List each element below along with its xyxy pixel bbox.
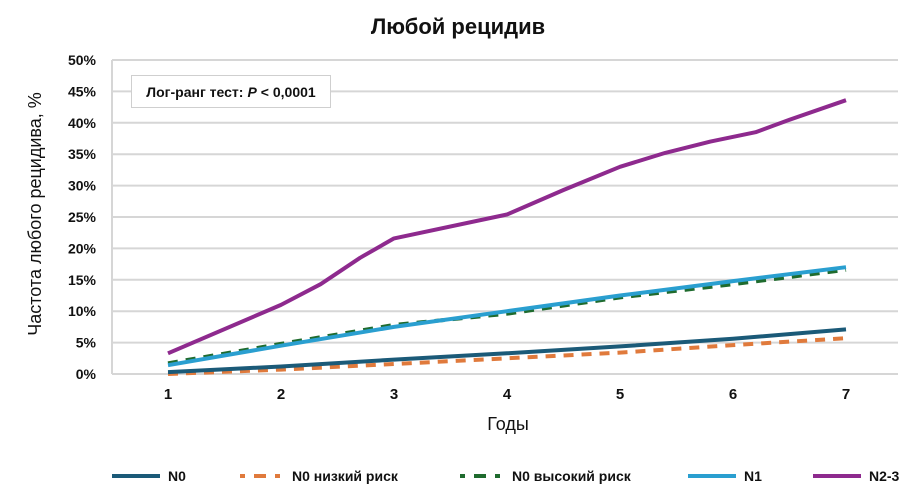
y-tick-label: 30% (68, 178, 97, 194)
y-tick-label: 45% (68, 83, 97, 99)
legend-item: N2-3 (813, 468, 899, 484)
x-tick-label: 1 (164, 386, 172, 403)
legend-swatch-icon (460, 474, 504, 478)
y-axis-label: Частота любого рецидива, % (25, 92, 45, 336)
series-line-n0-низкий-риск (167, 336, 847, 376)
legend-item: N1 (688, 468, 762, 484)
annotation-suffix: < 0,0001 (260, 83, 316, 100)
annotation-p: P (247, 83, 257, 100)
legend-label: N0 высокий риск (512, 468, 631, 484)
x-tick-label: 7 (842, 386, 850, 403)
y-tick-label: 25% (68, 209, 97, 225)
y-tick-label: 50% (68, 52, 97, 68)
legend: N0 N0 низкий риск N0 высокий риск N1 N2-3 (0, 468, 916, 484)
legend-swatch-icon (112, 474, 160, 478)
series-line-n2-3 (167, 98, 847, 356)
legend-swatch-icon (813, 474, 861, 478)
legend-swatch-icon (240, 474, 284, 478)
x-tick-label: 3 (390, 386, 398, 403)
y-tick-label: 40% (68, 115, 97, 131)
legend-swatch-icon (688, 474, 736, 478)
x-tick-label: 2 (277, 386, 285, 403)
legend-label: N2-3 (869, 468, 900, 484)
y-tick-label: 10% (68, 303, 97, 319)
y-tick-label: 5% (76, 335, 97, 351)
legend-label: N0 низкий риск (292, 468, 398, 484)
x-tick-label: 4 (503, 386, 512, 403)
logrank-annotation: Лог-ранг тест: P < 0,0001 (131, 75, 331, 108)
legend-label: N1 (744, 468, 762, 484)
y-tick-label: 0% (76, 366, 97, 382)
legend-item: N0 низкий риск (236, 468, 398, 484)
series-line-n1 (167, 265, 847, 368)
y-tick-label: 20% (68, 240, 97, 256)
x-axis-label: Годы (487, 414, 529, 434)
legend-label: N0 (168, 468, 186, 484)
legend-item: N0 (112, 468, 186, 484)
annotation-prefix: Лог-ранг тест: (146, 83, 244, 100)
legend-item: N0 высокий риск (456, 468, 631, 484)
chart-title: Любой рецидив (370, 14, 546, 39)
series-line-n0 (167, 327, 847, 375)
x-tick-label: 5 (616, 386, 624, 403)
y-tick-label: 35% (68, 146, 97, 162)
x-tick-label: 6 (729, 386, 737, 403)
y-tick-label: 15% (68, 272, 97, 288)
